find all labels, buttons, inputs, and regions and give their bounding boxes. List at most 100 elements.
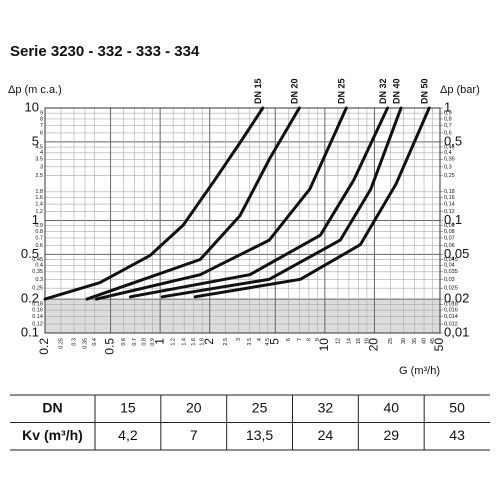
table-cell: 32 <box>318 399 334 415</box>
y2-tick-label: 0,45 <box>444 144 455 150</box>
y2-tick-label: 0,01 <box>444 324 469 339</box>
x-tick-label: 2.5 <box>223 338 229 346</box>
y-tick-label: 1.6 <box>35 195 43 201</box>
y2-tick-label: 0,16 <box>444 195 455 201</box>
x-tick-label: 0.3 <box>71 338 77 346</box>
y2-tick-label: 0,08 <box>444 229 455 235</box>
y-tick-label: 1 <box>32 212 39 227</box>
y2-tick-label: 0,045 <box>444 257 458 263</box>
y2-tick-label: 0,035 <box>444 269 458 275</box>
y2-tick-label: 0,7 <box>444 123 452 129</box>
x-tick-label: 10 <box>317 338 331 352</box>
y-axis-label: Δp (m c.a.) <box>8 84 62 96</box>
x-tick-label: 0.6 <box>121 338 127 346</box>
y-tick-label: 0.2 <box>21 291 39 306</box>
y2-tick-label: 0,018 <box>444 302 458 308</box>
series-label: DN 25 <box>337 78 347 104</box>
x-tick-label: 0.9 <box>150 338 156 346</box>
x-tick-label: 1 <box>152 338 166 345</box>
y2-tick-label: 0,014 <box>444 314 458 320</box>
x-tick-label: 3 <box>236 338 242 341</box>
curve <box>193 106 431 299</box>
y2-tick-label: 0,8 <box>444 116 452 122</box>
y2-tick-label: 0,25 <box>444 173 455 179</box>
x-tick-label: 7 <box>297 338 303 341</box>
x-tick-label: 1.2 <box>171 338 177 346</box>
y-tick-label: 0.9 <box>35 223 43 229</box>
table-cell: 43 <box>449 427 465 443</box>
y2-tick-label: 0,03 <box>444 277 455 283</box>
table-cell: 29 <box>383 427 399 443</box>
y-tick-label: 0.12 <box>32 322 43 328</box>
table-cell: 15 <box>120 399 136 415</box>
y2-tick-label: 0,6 <box>444 130 452 136</box>
table-cell: 13,5 <box>246 427 273 443</box>
x-tick-label: 0.5 <box>103 338 117 355</box>
y-tick-label: 7 <box>40 123 43 129</box>
plot-frame <box>44 107 441 334</box>
y-tick-label: 8 <box>40 116 43 122</box>
x-tick-label: 8 <box>306 338 312 341</box>
x-tick-label: 0.25 <box>58 338 64 349</box>
y2-tick-label: 0,06 <box>444 243 455 249</box>
y2-tick-label: 0,9 <box>444 111 452 117</box>
y-tick-label: 0.14 <box>32 314 43 320</box>
y-tick-label: 3 <box>40 164 43 170</box>
x-tick-label: 12 <box>335 338 341 344</box>
y2-tick-label: 0,02 <box>444 291 469 306</box>
y-tick-label: 1.2 <box>35 209 43 215</box>
curve <box>85 106 301 301</box>
y2-tick-label: 0,18 <box>444 189 455 195</box>
y2-tick-label: 0,025 <box>444 286 458 292</box>
y-tick-label: 10 <box>25 99 39 114</box>
x-tick-label: 4.5 <box>265 338 271 346</box>
y2-tick-label: 0,012 <box>444 322 458 328</box>
series-label: DN 20 <box>290 78 300 104</box>
x-tick-label: 1.4 <box>182 338 188 346</box>
y-tick-label: 3.5 <box>35 157 43 163</box>
y2-tick-label: 0,12 <box>444 209 455 215</box>
y2-tick-label: 0,4 <box>444 150 452 156</box>
table-row-header: Kv (m³/h) <box>22 427 83 443</box>
x-tick-label: 0.7 <box>132 338 138 346</box>
x-tick-label: 35 <box>412 338 418 344</box>
y2-tick-label: 0,35 <box>444 157 455 163</box>
x-tick-label: 20 <box>367 338 381 352</box>
x-tick-label: 5 <box>267 338 281 345</box>
y2-tick-label: 0,09 <box>444 223 455 229</box>
y2-tick-label: 0,3 <box>444 164 452 170</box>
x-tick-label: 25 <box>388 338 394 344</box>
y-tick-label: 0.16 <box>32 307 43 313</box>
y-tick-label: 0.3 <box>35 277 43 283</box>
x-tick-label: 1.6 <box>191 338 197 346</box>
curve <box>128 106 389 299</box>
x-tick-label: 50 <box>432 338 446 352</box>
x-tick-label: 16 <box>356 338 362 344</box>
x-tick-label: 3.5 <box>247 338 253 346</box>
x-tick-label: 45 <box>430 338 436 344</box>
y-tick-label: 0.1 <box>21 324 39 339</box>
y-tick-label: 0.6 <box>35 243 43 249</box>
x-tick-label: 30 <box>401 338 407 344</box>
y-tick-label: 0.45 <box>32 257 43 263</box>
y-tick-label: 0.8 <box>35 229 43 235</box>
y2-tick-label: 0,5 <box>444 133 462 148</box>
x-tick-label: 14 <box>346 338 352 344</box>
x-tick-label: 0.4 <box>92 338 98 346</box>
y-tick-label: 0.18 <box>32 302 43 308</box>
y2-tick-label: 0,05 <box>444 246 469 261</box>
curve <box>43 106 265 301</box>
y-tick-label: 1.8 <box>35 189 43 195</box>
y-tick-label: 0.7 <box>35 235 43 241</box>
table-cell: 20 <box>186 399 202 415</box>
x-tick-label: 0.35 <box>82 338 88 349</box>
y-tick-label: 4 <box>40 150 43 156</box>
y-tick-label: 0.5 <box>21 246 39 261</box>
x-tick-label: 2 <box>202 338 216 345</box>
y2-tick-label: 0,016 <box>444 307 458 313</box>
table-cell: 24 <box>318 427 334 443</box>
y2-tick-label: 1 <box>444 99 451 114</box>
series-label: DN 50 <box>420 78 430 104</box>
table-cell: 50 <box>449 399 465 415</box>
